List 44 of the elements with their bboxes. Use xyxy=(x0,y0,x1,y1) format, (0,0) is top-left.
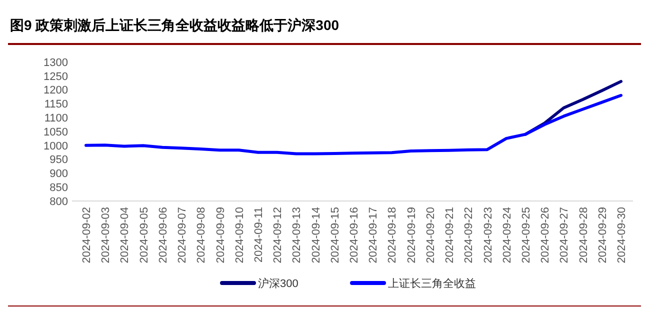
x-tick-label: 2024-09-20 xyxy=(424,207,437,264)
x-tick-label: 2024-09-12 xyxy=(272,207,284,264)
x-tick-label: 2024-09-19 xyxy=(406,207,418,264)
x-tick-label: 2024-09-18 xyxy=(386,207,399,264)
x-tick-label: 2024-09-17 xyxy=(368,207,380,264)
x-tick-label: 2024-09-29 xyxy=(596,207,609,264)
x-tick-label: 2024-09-04 xyxy=(119,207,132,264)
x-tick-label: 2024-09-08 xyxy=(196,207,208,264)
y-tick-label: 1250 xyxy=(44,70,68,83)
x-tick-label: 2024-09-21 xyxy=(444,207,456,264)
y-tick-label: 1200 xyxy=(44,84,68,97)
x-tick-label: 2024-09-07 xyxy=(176,207,189,264)
x-tick-label: 2024-09-28 xyxy=(578,207,590,264)
y-tick-label: 800 xyxy=(50,196,68,208)
legend-label: 沪深300 xyxy=(258,276,298,290)
x-tick-label: 2024-09-05 xyxy=(138,207,150,264)
x-tick-label: 2024-09-10 xyxy=(234,207,246,264)
y-tick-label: 1000 xyxy=(44,140,68,152)
x-tick-label: 2024-09-26 xyxy=(540,207,552,264)
y-tick-label: 950 xyxy=(50,154,68,166)
x-tick-label: 2024-09-16 xyxy=(348,207,360,264)
y-tick-label: 1050 xyxy=(44,126,68,138)
x-tick-label: 2024-09-23 xyxy=(482,207,494,264)
x-tick-label: 2024-09-24 xyxy=(501,207,514,264)
x-tick-label: 2024-09-03 xyxy=(100,207,112,264)
x-tick-label: 2024-09-27 xyxy=(558,207,571,264)
y-tick-label: 900 xyxy=(50,168,68,180)
legend-label: 上证长三角全收益 xyxy=(388,276,476,290)
x-tick-label: 2024-09-06 xyxy=(157,207,170,264)
x-tick-label: 2024-09-09 xyxy=(214,207,227,264)
x-tick-label: 2024-09-13 xyxy=(291,207,304,264)
x-tick-label: 2024-09-11 xyxy=(252,207,265,262)
x-tick-label: 2024-09-14 xyxy=(310,207,322,264)
line-series xyxy=(84,94,622,156)
x-tick-label: 2024-09-25 xyxy=(520,207,532,264)
x-tick-label: 2024-09-30 xyxy=(616,207,628,264)
x-tick-label: 2024-09-02 xyxy=(81,207,93,264)
y-tick-label: 1100 xyxy=(44,112,68,124)
y-tick-label: 1150 xyxy=(44,98,68,111)
y-tick-label: 1300 xyxy=(44,56,68,69)
y-tick-label: 850 xyxy=(50,182,68,194)
chart-title: 图9 政策刺激后上证长三角全收益收益略低于沪深300 xyxy=(10,17,340,33)
x-tick-label: 2024-09-15 xyxy=(329,207,342,264)
x-tick-label: 2024-09-22 xyxy=(463,207,476,264)
